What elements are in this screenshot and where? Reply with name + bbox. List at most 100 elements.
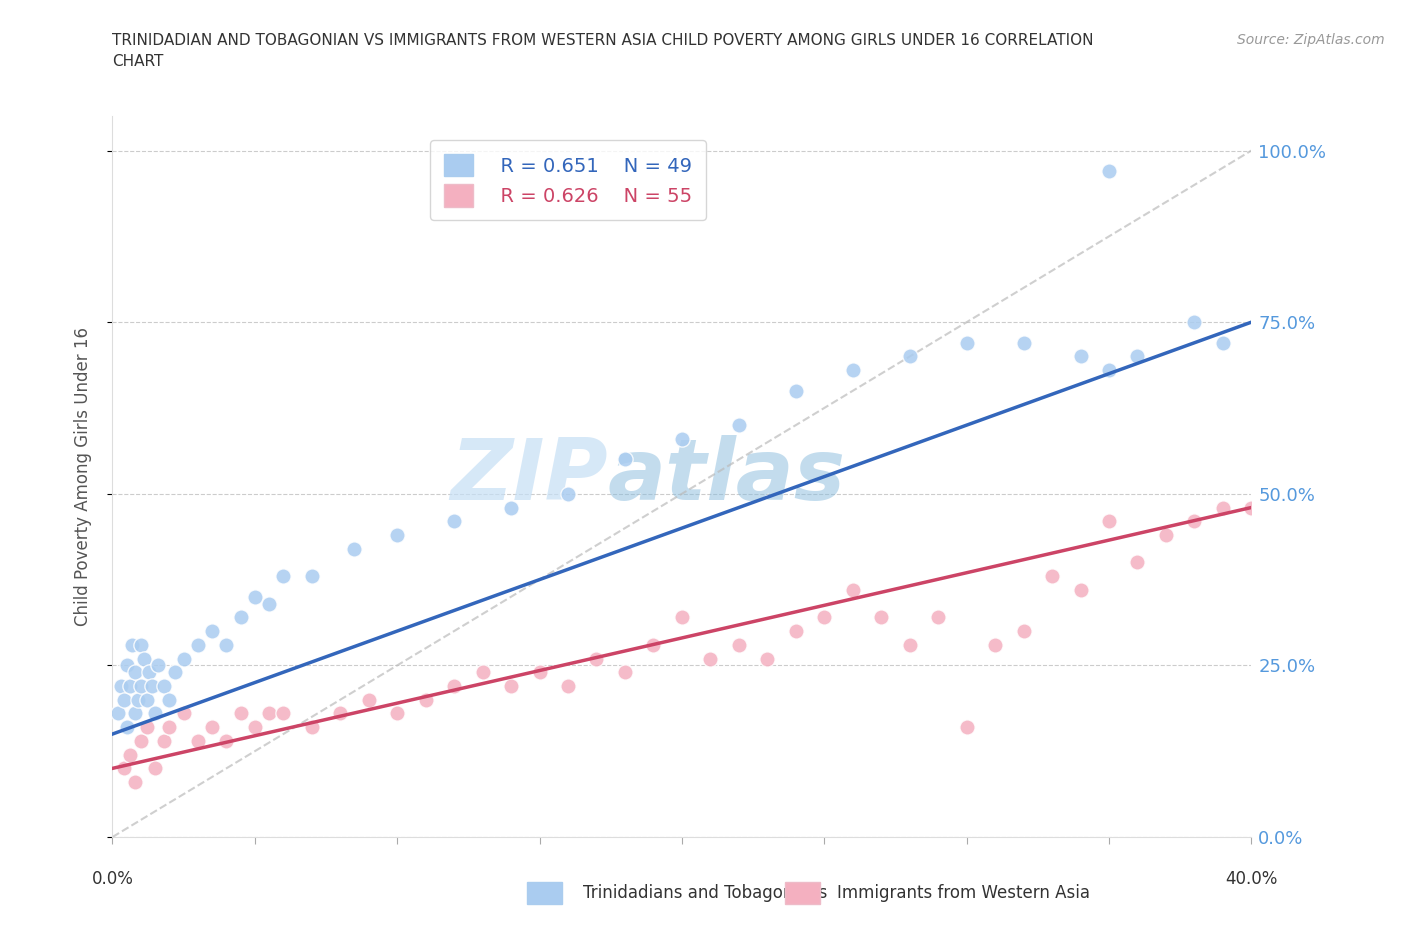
Point <box>898 637 921 652</box>
Point <box>135 720 157 735</box>
Point <box>756 651 779 666</box>
Point <box>1184 513 1206 528</box>
Point <box>1126 349 1149 364</box>
Point <box>243 720 266 735</box>
Point <box>1098 164 1121 179</box>
Point <box>870 610 893 625</box>
Point <box>143 761 166 776</box>
Point <box>112 692 135 707</box>
Point <box>927 610 949 625</box>
Point <box>159 720 180 735</box>
Point <box>273 569 295 584</box>
Point <box>343 541 366 556</box>
Point <box>1326 513 1348 528</box>
Text: atlas: atlas <box>607 435 846 518</box>
Point <box>813 610 835 625</box>
Point <box>1212 336 1234 351</box>
Point <box>143 706 166 721</box>
Point <box>127 692 149 707</box>
Point <box>529 665 551 680</box>
Point <box>129 734 152 749</box>
Point <box>152 734 174 749</box>
Point <box>699 651 721 666</box>
Point <box>146 658 169 672</box>
Point <box>124 775 146 790</box>
Point <box>557 486 579 501</box>
Y-axis label: Child Poverty Among Girls Under 16: Child Poverty Among Girls Under 16 <box>73 327 91 626</box>
Point <box>115 658 138 672</box>
Point <box>1296 513 1319 528</box>
Point <box>728 637 751 652</box>
Point <box>898 349 921 364</box>
Legend:   R = 0.651    N = 49,   R = 0.626    N = 55: R = 0.651 N = 49, R = 0.626 N = 55 <box>430 140 706 220</box>
Point <box>1069 582 1091 597</box>
Point <box>1154 527 1177 542</box>
Point <box>187 637 209 652</box>
Point <box>118 747 141 762</box>
Point <box>215 734 238 749</box>
Point <box>124 706 146 721</box>
Point <box>124 665 146 680</box>
Point <box>415 692 437 707</box>
Point <box>785 624 807 639</box>
Point <box>1012 336 1035 351</box>
Point <box>173 651 195 666</box>
Point <box>471 665 494 680</box>
Point <box>138 665 160 680</box>
Point <box>501 679 523 694</box>
Point <box>443 513 465 528</box>
Point <box>1069 349 1091 364</box>
Point <box>257 596 280 611</box>
Point <box>1240 500 1263 515</box>
Text: 40.0%: 40.0% <box>1225 870 1278 888</box>
Point <box>152 679 174 694</box>
Point <box>357 692 380 707</box>
Point <box>118 679 141 694</box>
Text: Trinidadians and Tobagonians: Trinidadians and Tobagonians <box>583 884 828 902</box>
Point <box>1126 555 1149 570</box>
Point <box>1382 541 1405 556</box>
Point <box>443 679 465 694</box>
Point <box>301 569 323 584</box>
Point <box>229 706 252 721</box>
Point <box>112 761 135 776</box>
Point <box>984 637 1007 652</box>
Point <box>841 582 863 597</box>
Point <box>115 720 138 735</box>
Point <box>385 706 409 721</box>
Point <box>165 665 187 680</box>
Point <box>1184 314 1206 329</box>
Point <box>613 665 636 680</box>
Point <box>329 706 352 721</box>
Point <box>1012 624 1035 639</box>
Point <box>159 692 180 707</box>
Point <box>1268 486 1291 501</box>
Point <box>585 651 607 666</box>
Point <box>257 706 280 721</box>
Point <box>1354 527 1376 542</box>
Point <box>201 720 224 735</box>
Point <box>1098 363 1121 378</box>
Point <box>273 706 295 721</box>
Text: Source: ZipAtlas.com: Source: ZipAtlas.com <box>1237 33 1385 46</box>
Point <box>671 432 693 446</box>
Point <box>187 734 209 749</box>
Point <box>243 590 266 604</box>
Text: Immigrants from Western Asia: Immigrants from Western Asia <box>837 884 1090 902</box>
Point <box>728 418 751 432</box>
Point <box>671 610 693 625</box>
Point <box>173 706 195 721</box>
Point <box>141 679 163 694</box>
Point <box>121 637 143 652</box>
Point <box>613 452 636 467</box>
Point <box>215 637 238 652</box>
Point <box>129 637 152 652</box>
Point <box>643 637 665 652</box>
Point <box>785 383 807 398</box>
Point <box>841 363 863 378</box>
Text: ZIP: ZIP <box>450 435 607 518</box>
Point <box>135 692 157 707</box>
Point <box>107 706 129 721</box>
Point <box>129 679 152 694</box>
Point <box>501 500 523 515</box>
